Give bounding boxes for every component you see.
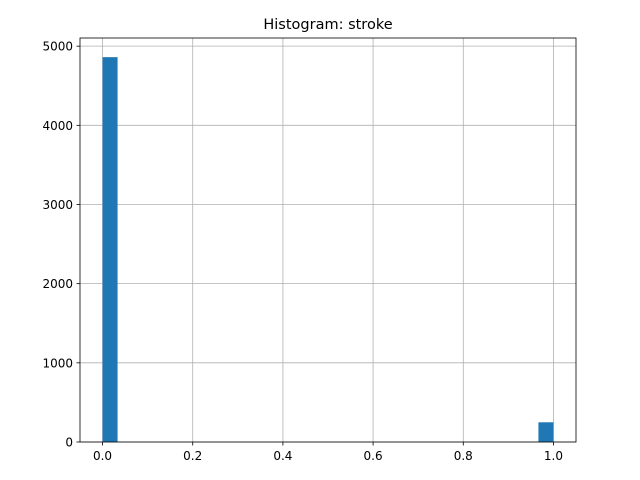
y-tick-label: 1000: [42, 356, 73, 370]
x-tick-label: 0.4: [273, 449, 292, 463]
y-axis: 0 1000 2000 3000 4000 5000: [42, 40, 80, 450]
plot-frame: [79, 37, 577, 443]
x-tick-label: 1.0: [544, 449, 563, 463]
y-tick-label: 3000: [42, 198, 73, 212]
histogram-bar: [102, 57, 118, 442]
chart-title: Histogram: stroke: [263, 17, 392, 33]
y-tick-label: 2000: [42, 277, 73, 291]
x-tick-label: 0.0: [93, 449, 112, 463]
x-tick-label: 0.6: [364, 449, 383, 463]
y-tick-label: 5000: [42, 40, 73, 54]
x-tick-label: 0.8: [454, 449, 473, 463]
grid-lines: [80, 38, 576, 443]
x-tick-label: 0.2: [183, 449, 202, 463]
x-axis: 0.0 0.2 0.4 0.6 0.8 1.0: [93, 442, 563, 463]
y-tick-label: 0: [65, 436, 73, 450]
y-tick-label: 4000: [42, 119, 73, 133]
histogram-bars: [102, 57, 554, 442]
histogram-bar: [538, 422, 554, 442]
